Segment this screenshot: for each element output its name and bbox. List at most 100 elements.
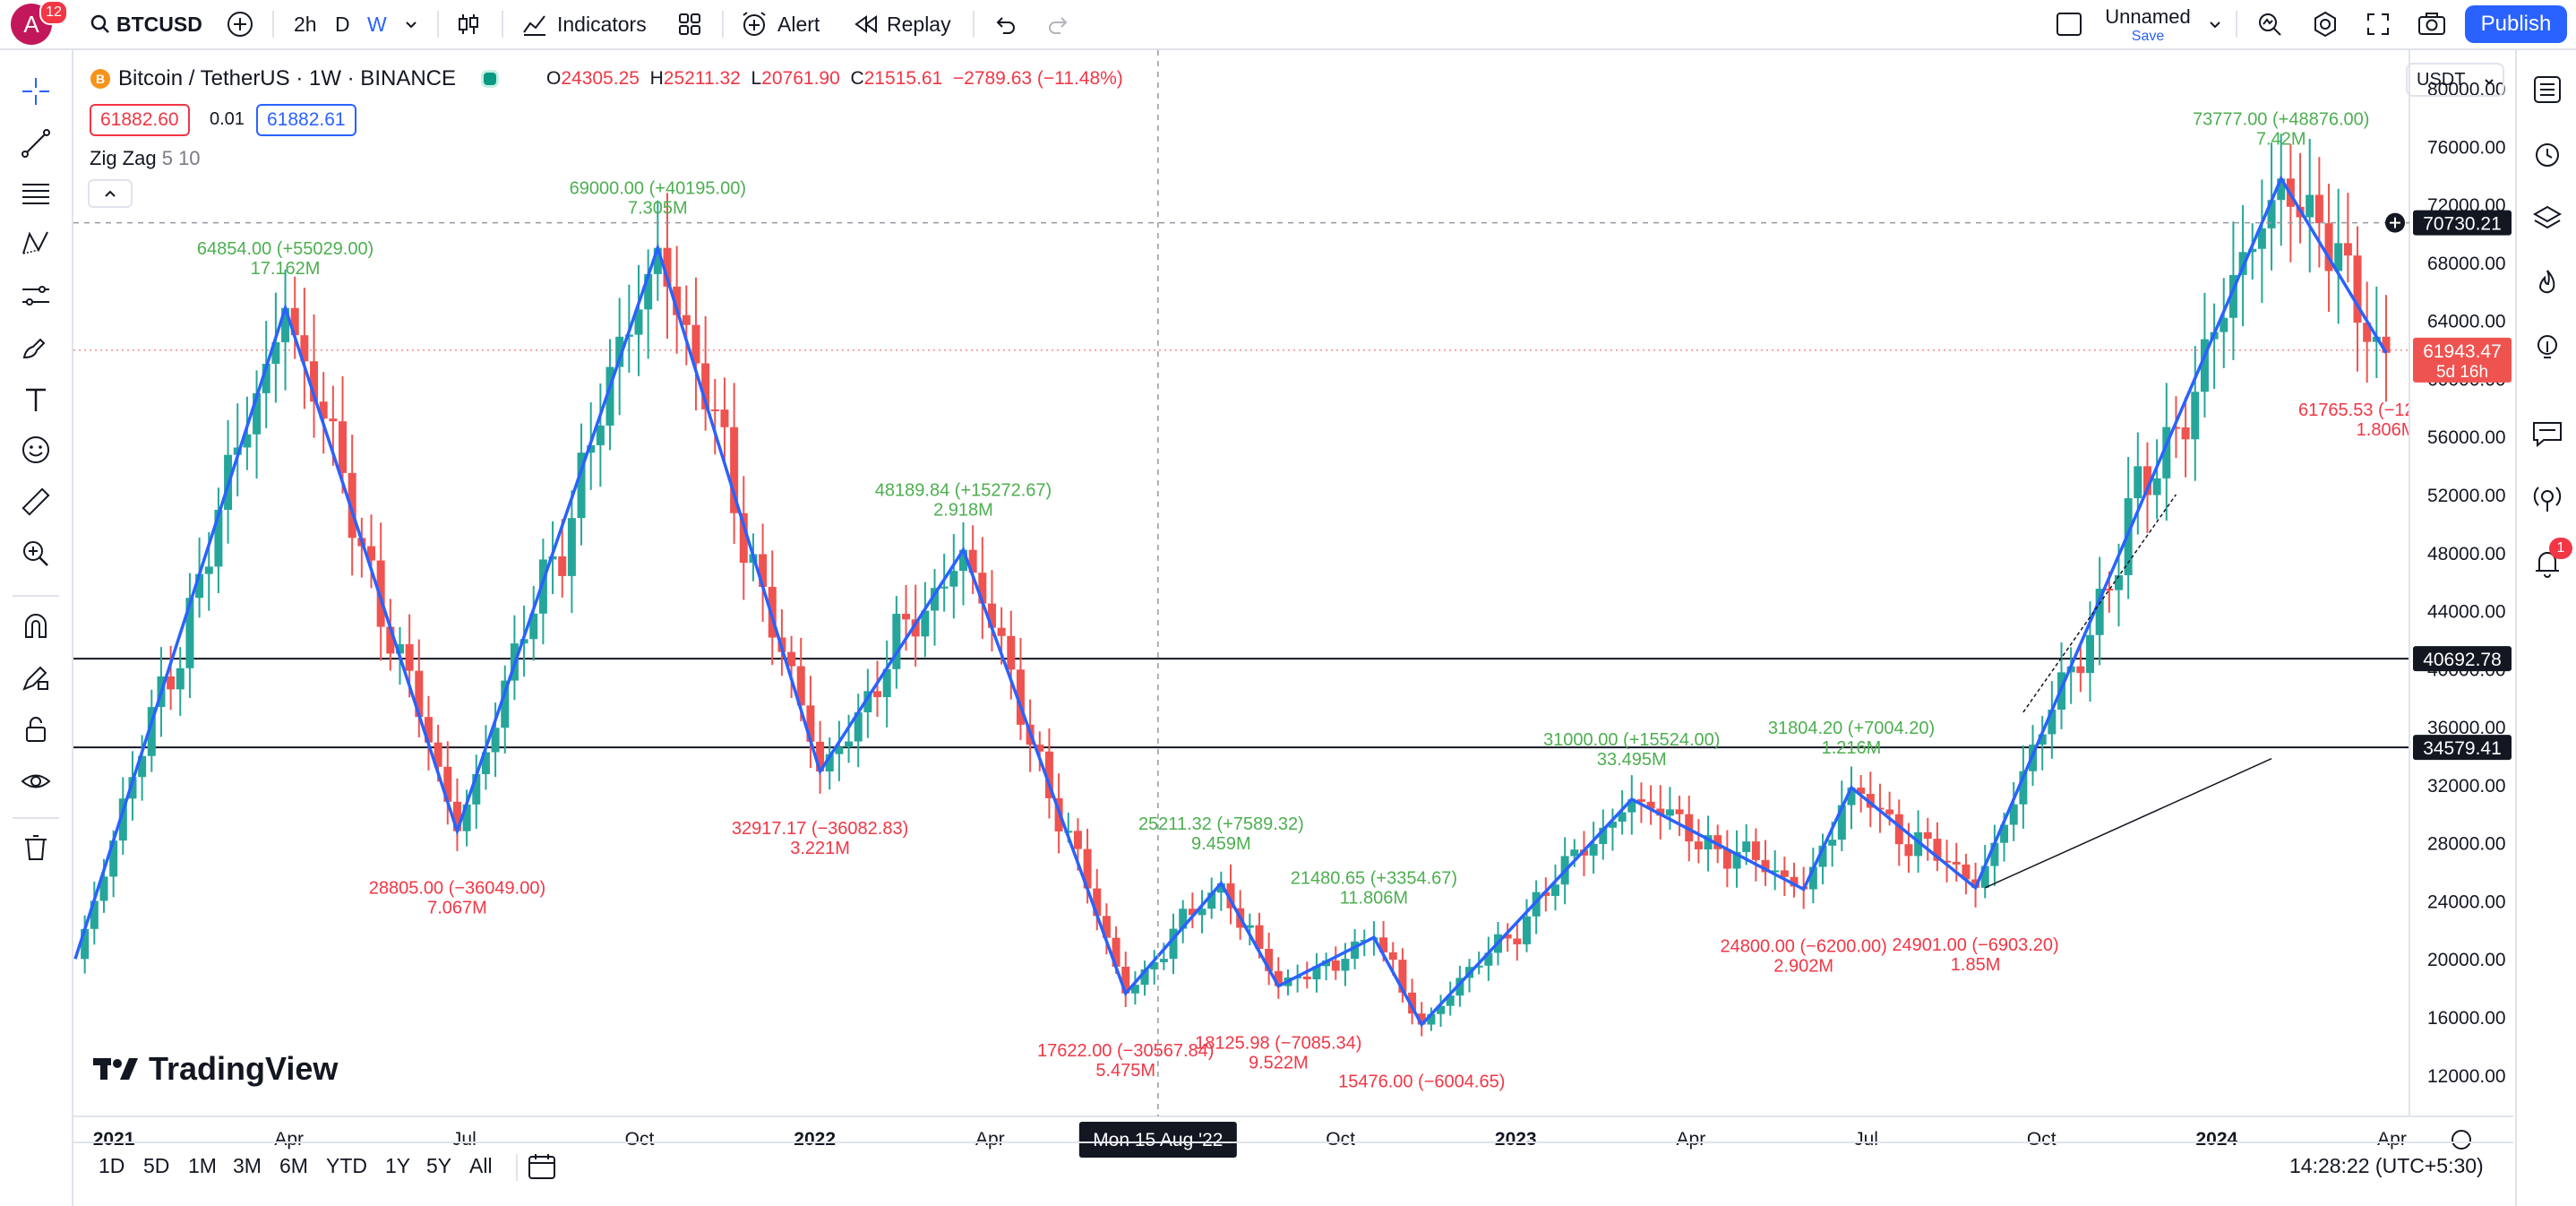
- symbol-legend[interactable]: B Bitcoin / TetherUS · 1W · BINANCE: [90, 66, 499, 91]
- magnet-tool[interactable]: [18, 607, 54, 643]
- price-chart[interactable]: 64854.00 (+55029.00)17.162M 28805.00 (−36…: [73, 50, 2513, 1206]
- lock-drawing-tool[interactable]: [18, 659, 54, 695]
- candle-body: [1990, 842, 1999, 866]
- candle-body: [710, 409, 719, 411]
- chat-button[interactable]: [2529, 416, 2565, 452]
- candle-body: [2200, 339, 2209, 392]
- crosshair-icon: [22, 78, 49, 105]
- interval-w[interactable]: W: [367, 12, 387, 36]
- range-5d[interactable]: 5D: [143, 1154, 170, 1177]
- range-all[interactable]: All: [469, 1154, 493, 1177]
- candle-body: [1808, 866, 1817, 890]
- interval-2h[interactable]: 2h: [294, 12, 317, 36]
- candle-body: [1484, 952, 1493, 966]
- candle-body: [1179, 909, 1188, 929]
- text-tool[interactable]: [18, 382, 54, 418]
- clock[interactable]: 14:28:22 (UTC+5:30): [2289, 1154, 2484, 1177]
- crosshair-tool[interactable]: [18, 73, 54, 109]
- buy-button[interactable]: 61882.61: [256, 104, 356, 136]
- fullscreen-button[interactable]: [2365, 0, 2391, 48]
- brush-tool[interactable]: [18, 330, 54, 366]
- chart-type-button[interactable]: [455, 0, 482, 48]
- streams-button[interactable]: [2529, 480, 2565, 516]
- trend-line-drawing[interactable]: [1984, 758, 2272, 889]
- ruler-tool[interactable]: [18, 484, 54, 520]
- zoom-tool[interactable]: [18, 536, 54, 572]
- interval-d[interactable]: D: [335, 12, 350, 36]
- ideas-button[interactable]: [2529, 330, 2565, 366]
- forecast-tool[interactable]: [18, 278, 54, 314]
- collapse-legend-button[interactable]: [88, 179, 133, 208]
- object-tree-button[interactable]: [2529, 201, 2565, 237]
- hide-tool[interactable]: [18, 763, 54, 799]
- chevron-up-icon: [105, 190, 116, 197]
- sell-button[interactable]: 61882.60: [90, 104, 190, 136]
- axis-settings-icon[interactable]: [2451, 1130, 2471, 1150]
- candle-body: [1331, 960, 1340, 971]
- candle-body: [1713, 835, 1722, 849]
- interval-dropdown[interactable]: [403, 0, 419, 48]
- templates-button[interactable]: [677, 0, 702, 48]
- pivot-label: 21480.65 (+3354.67): [1291, 868, 1457, 888]
- lock-all-tool[interactable]: [18, 711, 54, 747]
- candle-body: [472, 773, 481, 805]
- range-3m[interactable]: 3M: [233, 1154, 262, 1177]
- settings-button[interactable]: [2311, 0, 2340, 48]
- tradingview-logo[interactable]: TradingView: [93, 1050, 338, 1088]
- horizontal-line-price-tag: [2413, 735, 2512, 761]
- candle-body: [825, 754, 834, 772]
- pivot-label: 15476.00 (−6004.65): [1338, 1072, 1505, 1092]
- pivot-label: 69000.00 (+40195.00): [570, 179, 746, 199]
- candle-body: [1790, 876, 1799, 887]
- lock-draw-icon: [22, 666, 48, 691]
- candle-body: [1121, 966, 1130, 994]
- watchlist-button[interactable]: [2529, 72, 2565, 108]
- currency-select[interactable]: USDT: [2406, 63, 2504, 97]
- goto-date-button[interactable]: [527, 1152, 557, 1186]
- redo-button[interactable]: [1046, 0, 1071, 48]
- indicators-button[interactable]: Indicators: [521, 0, 647, 48]
- candle-body: [2038, 734, 2047, 745]
- quick-search-button[interactable]: [2255, 0, 2284, 48]
- range-5y[interactable]: 5Y: [426, 1154, 452, 1177]
- range-1y[interactable]: 1Y: [385, 1154, 411, 1177]
- candle-body: [1427, 1013, 1436, 1025]
- snapshot-button[interactable]: [2417, 0, 2447, 48]
- indicator-legend[interactable]: Zig Zag 5 10: [90, 147, 201, 169]
- candle-body: [1627, 799, 1636, 813]
- x-tick-label: Oct: [2027, 1129, 2057, 1150]
- trend-line-drawing[interactable]: [2022, 494, 2177, 713]
- candle-body: [1188, 909, 1197, 916]
- alerts-button[interactable]: [2529, 136, 2565, 172]
- candle-body: [1952, 861, 1961, 865]
- candle-body: [147, 707, 156, 756]
- emoji-tool[interactable]: [18, 432, 54, 468]
- range-ytd[interactable]: YTD: [326, 1154, 367, 1177]
- hotlist-button[interactable]: [2529, 265, 2565, 301]
- layout-dropdown[interactable]: [2207, 0, 2223, 48]
- zigzag-line[interactable]: [73, 175, 2388, 1028]
- fib-tool[interactable]: [18, 176, 54, 211]
- brush-icon: [22, 338, 46, 359]
- range-6m[interactable]: 6M: [279, 1154, 308, 1177]
- candle-body: [1398, 960, 1407, 993]
- candle-body: [873, 691, 882, 698]
- remove-tool[interactable]: [18, 830, 54, 866]
- compare-button[interactable]: [226, 0, 254, 48]
- undo-button[interactable]: [992, 0, 1018, 48]
- range-1m[interactable]: 1M: [188, 1154, 217, 1177]
- symbol-search-button[interactable]: BTCUSD: [90, 0, 202, 48]
- x-tick-label: Apr: [975, 1129, 1005, 1150]
- notifications-button[interactable]: [2529, 545, 2565, 581]
- candle-body: [1665, 809, 1674, 816]
- trend-line-tool[interactable]: [18, 125, 54, 161]
- range-1d[interactable]: 1D: [99, 1154, 125, 1177]
- publish-button[interactable]: Publish: [2465, 5, 2567, 43]
- layout-name[interactable]: Unnamed Save: [2105, 5, 2191, 44]
- candle-body: [567, 518, 576, 576]
- pattern-tool[interactable]: [18, 226, 54, 262]
- replay-button[interactable]: Replay: [853, 0, 951, 48]
- alert-button[interactable]: Alert: [740, 0, 820, 48]
- candle-body: [1828, 840, 1837, 846]
- layout-button[interactable]: [2055, 0, 2083, 48]
